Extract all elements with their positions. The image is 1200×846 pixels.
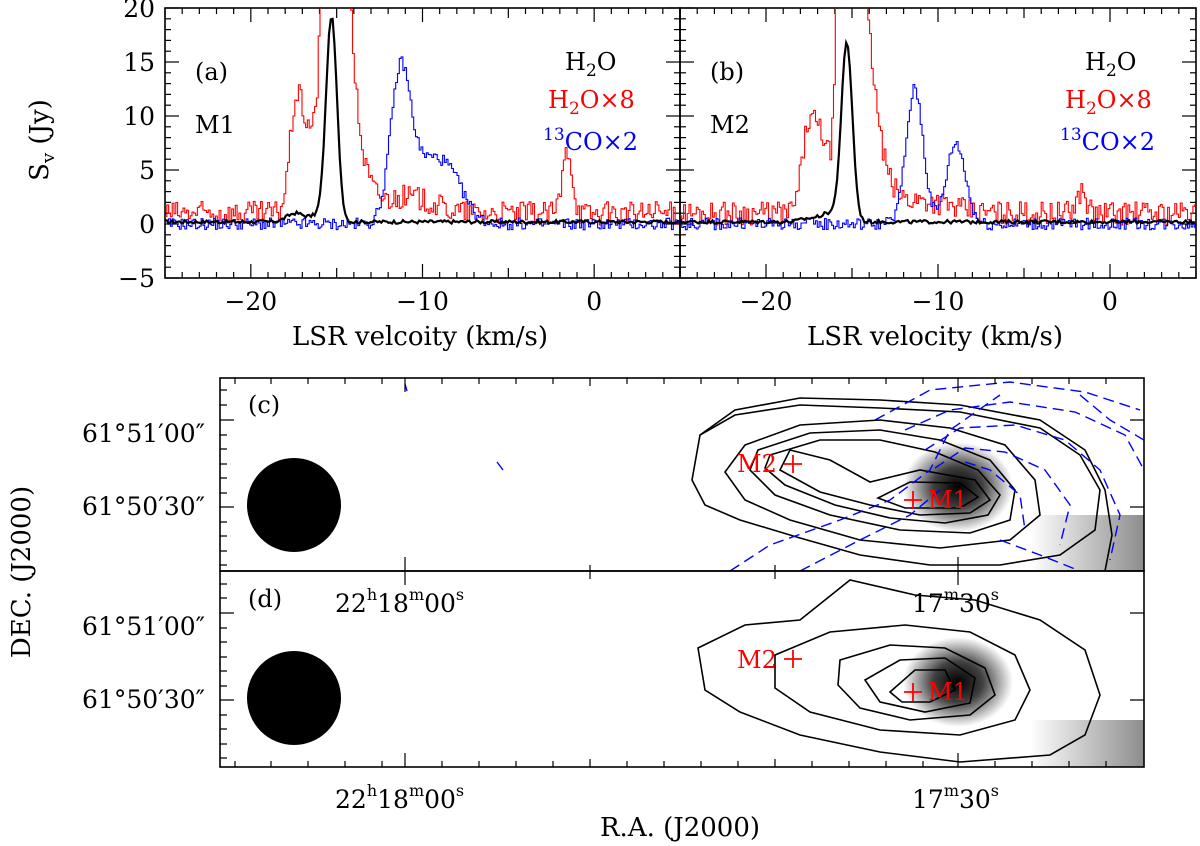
panel-b-source-label: M2 — [710, 111, 750, 139]
panel-c-contour-3 — [724, 419, 1041, 549]
panel-d-label: (d) — [248, 585, 282, 613]
panel-a-source-label: M1 — [195, 111, 235, 139]
panel-c-m1-label: M1 — [928, 486, 968, 514]
panel-d-solid-contours — [697, 579, 1101, 763]
panel-d-dec-label-2: 61°50′30″ — [82, 685, 205, 714]
panel-b-legend-13co: 13CO×2 — [1060, 125, 1155, 156]
panel-a-ytick-label: 5 — [139, 156, 155, 185]
panel-a-13co-x2-line — [165, 56, 680, 231]
panel-c: (c) M2 M1 61°51′00″ 61°50′30″ 22h18m00s … — [82, 377, 1145, 618]
panel-a-legend-h2o-x8: H2O×8 — [548, 86, 635, 119]
panel-b-xtick-label: 0 — [1102, 287, 1118, 316]
panel-c-dashed-contour-9 — [999, 539, 1081, 571]
panel-c-dashed-contour-4 — [934, 447, 1071, 546]
panel-b-13co-x2-line — [680, 83, 1196, 231]
panel-a-h2o-x8-line — [165, 8, 680, 226]
panel-b-legend-h2o-x8: H2O×8 — [1065, 86, 1152, 119]
panel-b-label: (b) — [710, 58, 744, 86]
panel-d-m1-emission — [903, 637, 1013, 727]
panel-a-label: (a) — [195, 58, 228, 86]
panel-c-dashed-contour-7 — [799, 489, 941, 571]
panel-a-ytick-label: 0 — [139, 210, 155, 239]
panel-d-frame — [219, 570, 1145, 768]
panel-b-xtick-label: −10 — [912, 287, 965, 316]
panel-a-xtick-label: −20 — [224, 287, 277, 316]
panel-a-xtick-label: 0 — [586, 287, 602, 316]
panel-c-m2-cross-icon — [784, 455, 802, 473]
panel-c-contour-6 — [778, 449, 992, 516]
panel-d-m1-cross-icon — [904, 683, 922, 701]
panel-a-legend-h2o: H2O — [565, 48, 616, 81]
panel-d: (d) M2 M1 61°51′00″ 61°50′30″ 22h18m00s … — [7, 486, 1145, 843]
panel-d-xlabel: R.A. (J2000) — [600, 813, 760, 843]
panel-a-ticks: −20 −10 0 −5 0 5 10 15 20 — [118, 0, 681, 316]
panel-d-m2-label: M2 — [737, 646, 777, 674]
panel-a-ylabel: Sv (Jy) — [25, 99, 59, 181]
panel-d-m1-label: M1 — [928, 678, 968, 706]
panel-d-m2-cross-icon — [784, 650, 802, 668]
panel-c-dashed-contour-8 — [1079, 394, 1144, 441]
panel-c-ticks — [220, 378, 1144, 571]
panel-a: −20 −10 0 −5 0 5 10 15 20 (a) M1 H2O H2O×8 13CO×… — [25, 0, 681, 352]
panel-d-contour-3 — [837, 644, 996, 721]
panel-c-dashed-contour-6 — [729, 394, 1001, 571]
panel-c-contour-2 — [691, 404, 1101, 566]
panel-a-xtick-label: −10 — [396, 287, 449, 316]
panel-d-dec-label-1: 61°51′00″ — [82, 612, 205, 641]
panel-c-m2-label: M2 — [737, 450, 777, 478]
panel-c-dec-label-2: 61°50′30″ — [82, 492, 205, 521]
panel-b-xlabel: LSR velocity (km/s) — [807, 322, 1063, 352]
panel-c-contour-4 — [749, 429, 1016, 534]
panel-d-ticks — [220, 571, 1144, 767]
panel-a-xlabel: LSR velcoity (km/s) — [292, 322, 548, 352]
panel-c-ra-label-2: 17m30s — [912, 585, 999, 618]
panel-c-m1-emission — [903, 442, 1013, 532]
panel-c-dec-label-1: 61°51′00″ — [82, 419, 205, 448]
panel-c-solid-contours — [691, 397, 1113, 571]
panel-b-h2o-line — [680, 38, 1196, 226]
panel-c-dashed-contour-2 — [904, 401, 1144, 471]
panel-d-ra-label-2: 17m30s — [912, 781, 999, 814]
panel-b: −20 −10 0 (b) M2 H2O H2O×8 13CO×2 LSR velo… — [679, 7, 1197, 352]
panel-c-contour-1 — [699, 397, 1113, 571]
panel-b-ticks: −20 −10 0 — [679, 7, 1197, 316]
panel-d-ra-label-1: 22h18m00s — [335, 781, 464, 814]
panel-c-m1-cross-icon — [904, 491, 922, 509]
panel-b-h2o-x8-line — [680, 8, 1196, 226]
panel-c-contour-5 — [764, 439, 1001, 524]
panel-b-xtick-label: −20 — [740, 287, 793, 316]
panel-d-corner-emission — [1030, 720, 1144, 767]
panel-a-ytick-label: 10 — [123, 102, 155, 131]
panel-c-beam — [247, 458, 341, 552]
panel-c-ra-label-1: 22h18m00s — [335, 585, 464, 618]
panel-d-beam — [247, 651, 341, 745]
panel-cd-ylabel: DEC. (J2000) — [7, 486, 37, 658]
panel-c-corner-emission — [1030, 515, 1144, 571]
panel-d-contour-1 — [697, 579, 1101, 763]
panel-c-dashed-contour-10 — [496, 461, 504, 471]
panel-c-contour-7 — [875, 481, 980, 509]
panel-b-legend-h2o: H2O — [1085, 48, 1136, 81]
panel-a-ytick-label: −5 — [118, 264, 155, 293]
panel-d-contour-5 — [888, 669, 957, 703]
panel-a-h2o-line — [165, 17, 680, 226]
panel-d-contour-2 — [774, 624, 1031, 736]
panel-a-legend-13co: 13CO×2 — [543, 125, 638, 156]
panel-c-dashed-contours — [404, 381, 1144, 571]
panel-d-contour-4 — [863, 657, 976, 713]
panel-c-dashed-contour-1 — [874, 381, 1141, 421]
panel-a-ytick-label: 20 — [123, 0, 155, 23]
panel-a-ytick-label: 15 — [123, 48, 155, 77]
panel-c-label: (c) — [248, 391, 280, 419]
panel-c-dashed-contour-3 — [924, 424, 1121, 561]
